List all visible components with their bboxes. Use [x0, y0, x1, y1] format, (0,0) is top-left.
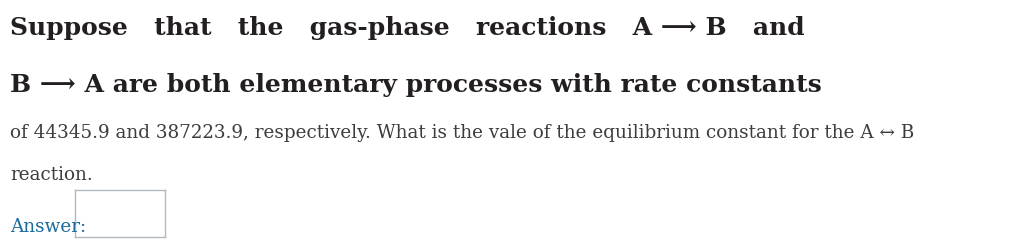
Text: reaction.: reaction. — [10, 166, 93, 184]
Text: Answer:: Answer: — [10, 218, 86, 236]
Text: B ⟶ A are both elementary processes with rate constants: B ⟶ A are both elementary processes with… — [10, 73, 822, 97]
Text: of 44345.9 and 387223.9, respectively. What is the vale of the equilibrium const: of 44345.9 and 387223.9, respectively. W… — [10, 124, 914, 142]
Text: Suppose   that   the   gas-phase   reactions   A ⟶ B   and: Suppose that the gas-phase reactions A ⟶… — [10, 16, 805, 40]
